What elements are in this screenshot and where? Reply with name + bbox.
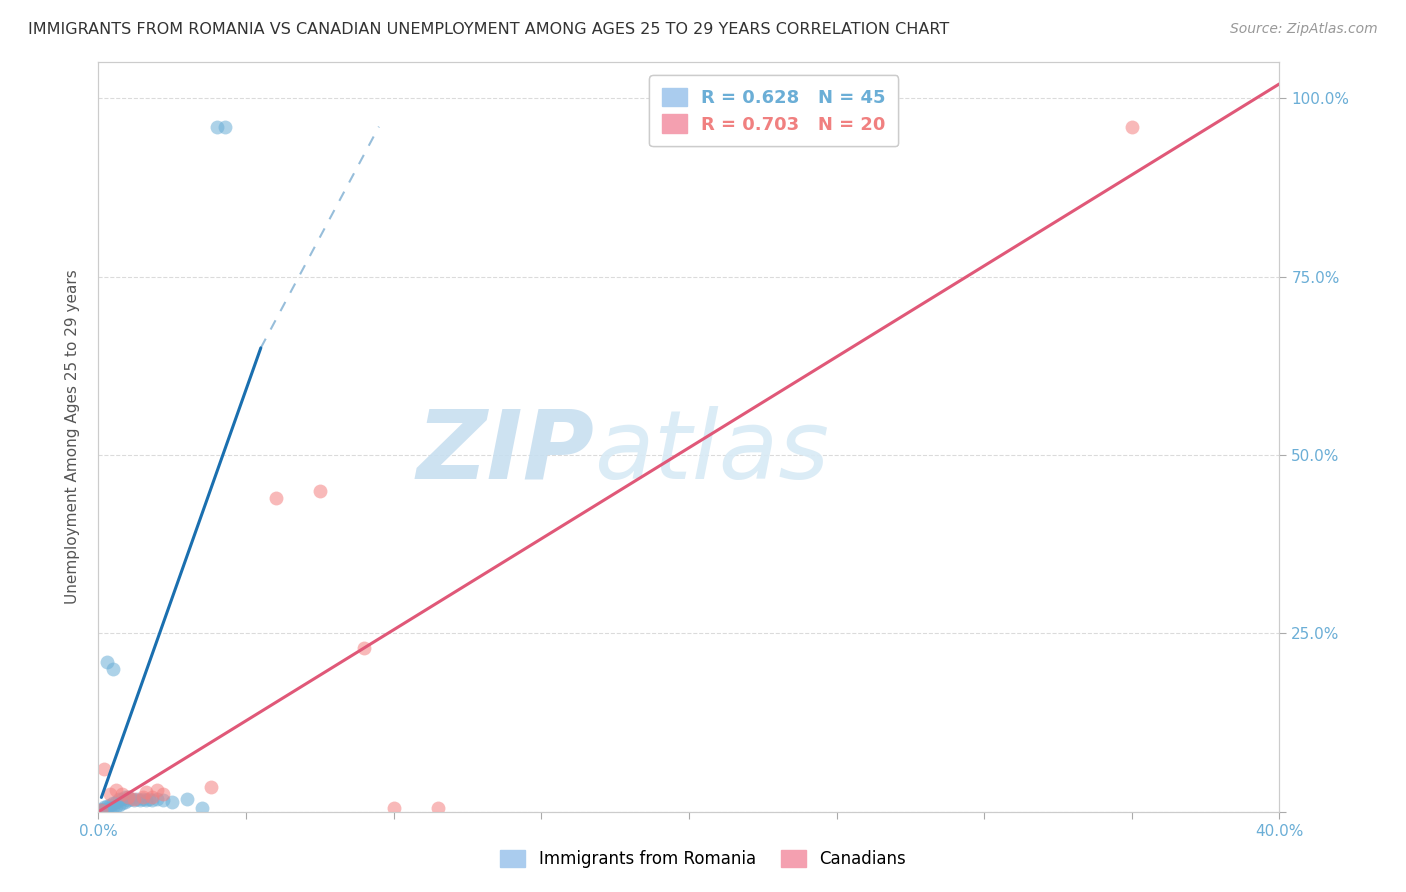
- Point: [353, 640, 375, 655]
- Text: ZIP: ZIP: [416, 406, 595, 499]
- Point: [200, 780, 222, 794]
- Point: [103, 796, 125, 810]
- Point: [117, 790, 139, 805]
- Point: [96, 799, 118, 814]
- Point: [1121, 120, 1143, 134]
- Point: [96, 803, 118, 817]
- Legend: Immigrants from Romania, Canadians: Immigrants from Romania, Canadians: [494, 843, 912, 875]
- Point: [98, 797, 121, 812]
- Point: [108, 797, 131, 812]
- Point: [117, 790, 139, 805]
- Point: [103, 662, 125, 676]
- Point: [214, 120, 236, 134]
- Point: [114, 795, 136, 809]
- Point: [111, 796, 134, 810]
- Point: [128, 793, 150, 807]
- Point: [132, 790, 155, 805]
- Point: [108, 792, 131, 806]
- Point: [191, 801, 214, 815]
- Point: [93, 803, 115, 817]
- Point: [111, 792, 134, 806]
- Text: IMMIGRANTS FROM ROMANIA VS CANADIAN UNEMPLOYMENT AMONG AGES 25 TO 29 YEARS CORRE: IMMIGRANTS FROM ROMANIA VS CANADIAN UNEM…: [28, 22, 949, 37]
- Point: [382, 801, 405, 815]
- Point: [135, 793, 157, 807]
- Point: [89, 803, 111, 817]
- Point: [132, 792, 155, 806]
- Point: [93, 762, 115, 776]
- Text: Source: ZipAtlas.com: Source: ZipAtlas.com: [1230, 22, 1378, 37]
- Point: [105, 783, 128, 797]
- Point: [103, 800, 125, 814]
- Point: [91, 802, 114, 816]
- Point: [122, 792, 145, 806]
- Point: [90, 803, 112, 817]
- Point: [117, 793, 139, 807]
- Point: [120, 792, 142, 806]
- Point: [114, 790, 136, 805]
- Point: [427, 801, 450, 815]
- Point: [141, 793, 163, 807]
- Point: [96, 655, 118, 669]
- Point: [309, 483, 332, 498]
- Point: [162, 795, 183, 809]
- Point: [141, 790, 163, 805]
- Point: [93, 800, 115, 814]
- Legend: R = 0.628   N = 45, R = 0.703   N = 20: R = 0.628 N = 45, R = 0.703 N = 20: [650, 75, 898, 146]
- Point: [152, 793, 174, 807]
- Point: [98, 801, 121, 815]
- Point: [105, 795, 128, 809]
- Point: [122, 793, 145, 807]
- Point: [105, 799, 128, 814]
- Point: [138, 792, 160, 806]
- Point: [90, 803, 112, 817]
- Point: [176, 792, 198, 806]
- Point: [98, 787, 121, 801]
- Y-axis label: Unemployment Among Ages 25 to 29 years: Unemployment Among Ages 25 to 29 years: [65, 269, 80, 605]
- Point: [205, 120, 228, 134]
- Point: [111, 787, 134, 801]
- Point: [146, 792, 169, 806]
- Point: [125, 792, 148, 806]
- Point: [264, 491, 287, 505]
- Point: [135, 785, 157, 799]
- Point: [152, 787, 174, 801]
- Point: [146, 783, 169, 797]
- Text: atlas: atlas: [595, 406, 830, 499]
